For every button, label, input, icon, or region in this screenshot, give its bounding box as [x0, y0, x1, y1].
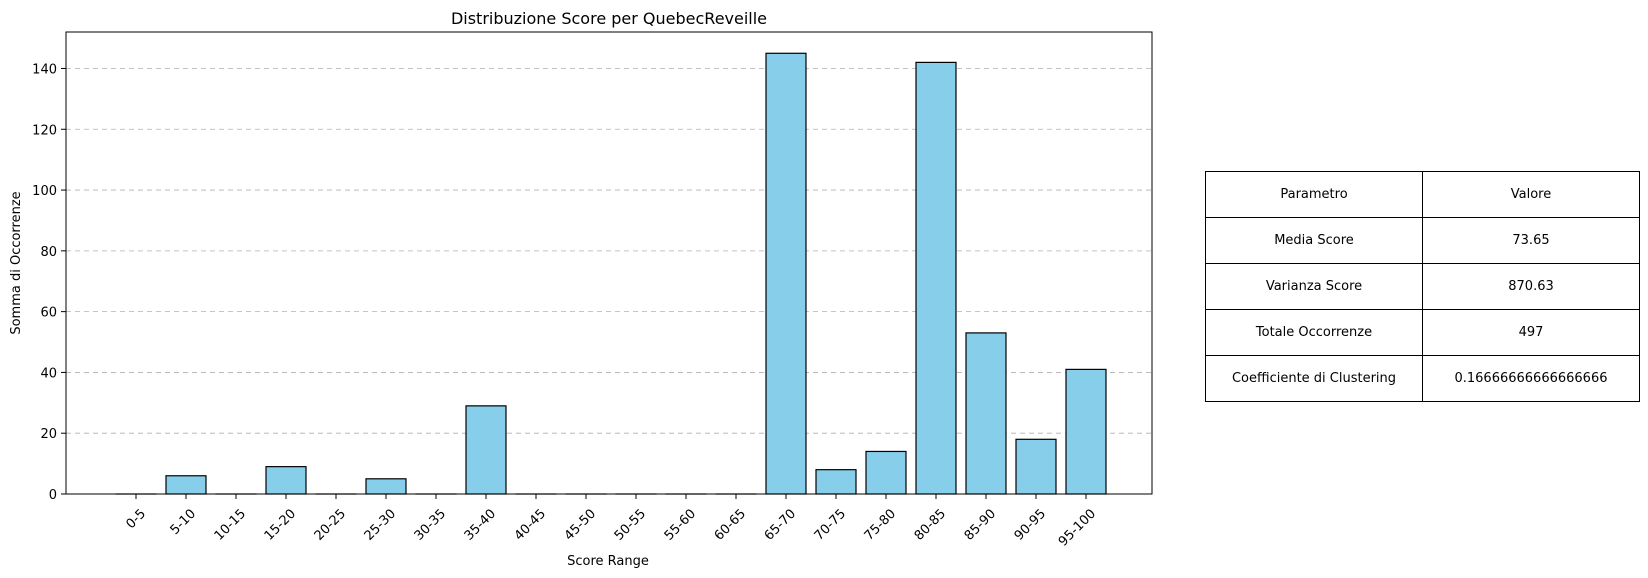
table-cell-parameter: Varianza Score: [1205, 263, 1423, 310]
chart-title: Distribuzione Score per QuebecReveille: [451, 9, 767, 28]
x-tick-label: 20-25: [312, 506, 349, 543]
table-cell-value: 0.16666666666666666: [1422, 355, 1640, 402]
bar-25-30: [365, 478, 407, 495]
plot-frame: [65, 31, 1153, 495]
table-cell-value: 73.65: [1422, 217, 1640, 264]
y-axis-ticks: 0 20 40 60 80 100 120 140: [32, 62, 66, 503]
x-tick-label: 90-95: [1012, 506, 1049, 543]
y-tick-label: 20: [40, 427, 57, 442]
bar-75-80: [865, 450, 907, 495]
table-cell-parameter: Coefficiente di Clustering: [1205, 355, 1423, 402]
x-tick-label: 65-70: [762, 506, 799, 543]
x-tick-label: 35-40: [462, 506, 499, 543]
y-tick-label: 100: [32, 184, 57, 199]
x-tick-label: 75-80: [862, 506, 899, 543]
bar-65-70: [765, 52, 807, 495]
x-tick-label: 30-35: [412, 506, 449, 543]
table-cell-value: 497: [1422, 309, 1640, 356]
x-tick-label: 5-10: [168, 506, 199, 537]
bar-35-40: [465, 405, 507, 495]
table-cell-parameter: Parametro: [1205, 171, 1423, 218]
x-tick-label: 85-90: [962, 506, 999, 543]
x-tick-label: 60-65: [712, 506, 749, 543]
x-axis-label: Score Range: [567, 554, 649, 569]
x-tick-label: 45-50: [562, 506, 599, 543]
x-tick-label: 15-20: [262, 506, 299, 543]
bar-80-85: [915, 61, 957, 495]
x-tick-label: 40-45: [512, 506, 549, 543]
x-tick-label: 80-85: [912, 506, 949, 543]
y-tick-label: 80: [40, 245, 57, 260]
y-axis-label: Somma di Occorrenze: [9, 191, 24, 334]
bar-95-100: [1065, 368, 1107, 495]
x-tick-label: 70-75: [812, 506, 849, 543]
x-tick-label: 95-100: [1056, 506, 1099, 549]
x-tick-label: 0-5: [123, 506, 149, 532]
y-tick-label: 120: [32, 123, 57, 138]
y-tick-label: 40: [40, 366, 57, 381]
table-cell-parameter: Media Score: [1205, 217, 1423, 264]
x-tick-label: 10-15: [212, 506, 249, 543]
table-cell-parameter: Totale Occorrenze: [1205, 309, 1423, 356]
y-tick-label: 140: [32, 62, 57, 77]
x-tick-label: 50-55: [612, 506, 649, 543]
x-tick-label: 55-60: [662, 506, 699, 543]
table-cell-value: Valore: [1422, 171, 1640, 218]
table-row: Coefficiente di Clustering 0.166666666666…: [1205, 355, 1640, 402]
y-tick-label: 60: [40, 306, 57, 321]
table-row: Media Score 73.65: [1205, 217, 1640, 264]
bar-85-90: [965, 332, 1007, 495]
bar-5-10: [165, 475, 207, 495]
bars: [115, 52, 1107, 495]
table-header-row: Parametro Valore: [1205, 171, 1640, 218]
table-row: Varianza Score 870.63: [1205, 263, 1640, 310]
bar-90-95: [1015, 438, 1057, 495]
table-cell-value: 870.63: [1422, 263, 1640, 310]
stats-table: Parametro Valore Media Score 73.65 Varianza …: [1205, 171, 1640, 402]
bar-15-20: [265, 466, 307, 495]
y-tick-label: 0: [49, 488, 57, 503]
x-tick-label: 25-30: [362, 506, 399, 543]
table-row: Totale Occorrenze 497: [1205, 309, 1640, 356]
x-axis-ticks: 0-5 5-10 10-15 15-20 20-25 25-30 30-35 35-40 40-…: [123, 494, 1099, 550]
bar-70-75: [815, 469, 857, 495]
